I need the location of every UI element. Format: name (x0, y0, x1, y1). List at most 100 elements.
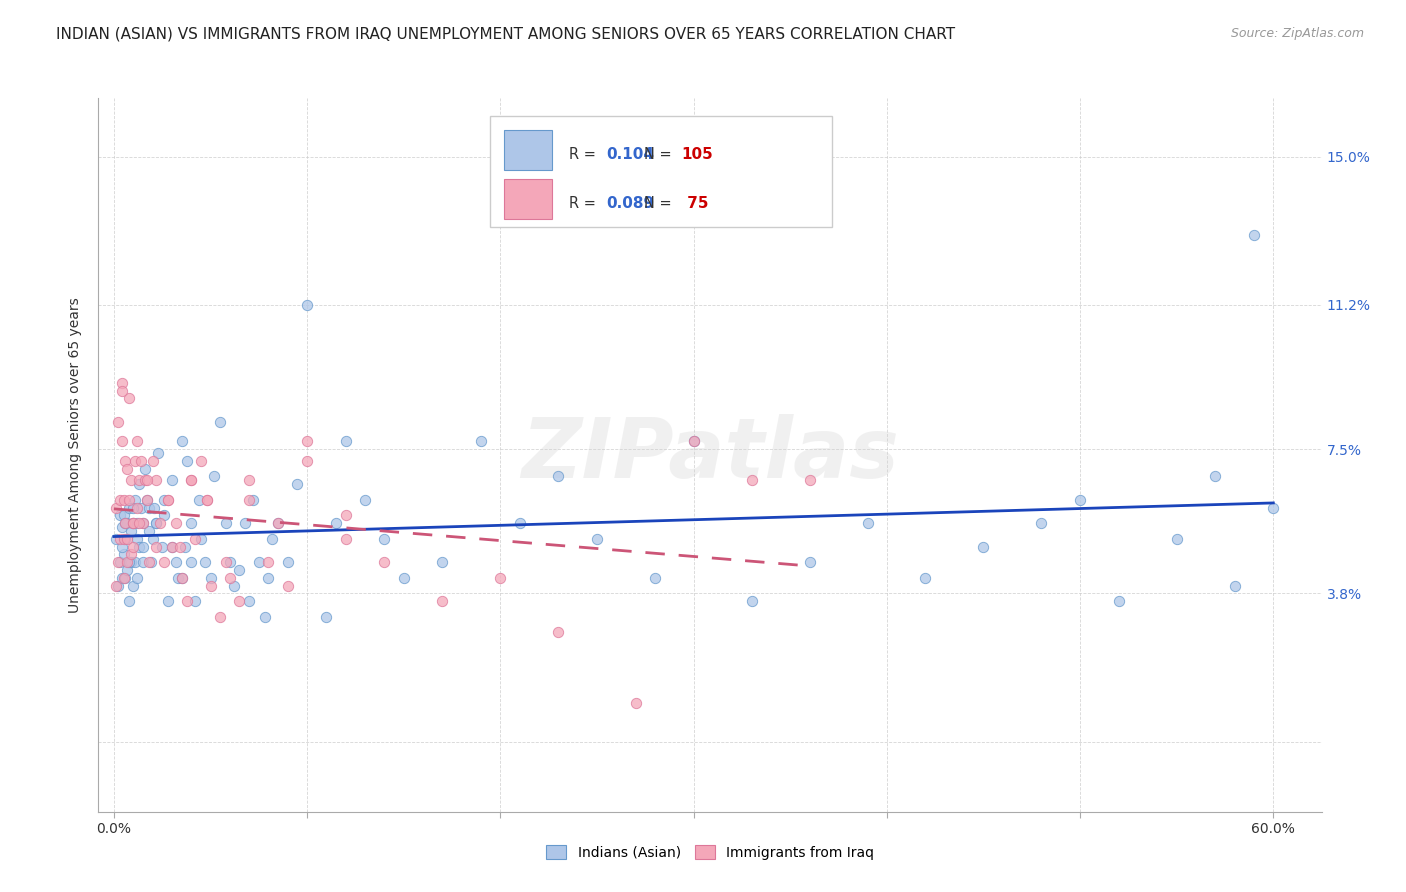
Point (120, 555, 142, 569)
Point (145, 473, 167, 487)
Point (354, 492, 377, 507)
Y-axis label: Unemployment Among Seniors over 65 years: Unemployment Among Seniors over 65 years (69, 297, 83, 613)
Point (682, 434, 704, 449)
Point (195, 492, 218, 507)
Point (156, 492, 179, 507)
Point (129, 454, 152, 468)
Point (238, 473, 260, 487)
Point (170, 434, 193, 449)
Point (233, 516, 256, 531)
Point (267, 516, 290, 531)
Point (132, 516, 155, 531)
Text: N =: N = (644, 147, 676, 162)
Point (165, 555, 187, 569)
Point (489, 571, 512, 585)
Point (129, 500, 152, 515)
Point (267, 516, 290, 531)
Point (114, 571, 136, 585)
Point (128, 540, 150, 554)
Point (112, 532, 135, 546)
Point (145, 516, 167, 531)
Point (125, 500, 148, 515)
Point (125, 571, 148, 585)
Point (141, 454, 163, 468)
Point (132, 516, 155, 531)
Point (180, 555, 202, 569)
Point (200, 571, 222, 585)
Point (1204, 469, 1226, 483)
Point (117, 563, 139, 577)
Point (586, 532, 609, 546)
Point (174, 540, 197, 554)
Point (124, 555, 146, 569)
Point (262, 532, 284, 546)
Point (200, 578, 222, 592)
Point (138, 555, 160, 569)
Point (432, 594, 454, 608)
Point (180, 516, 202, 531)
Text: 0.089: 0.089 (606, 196, 654, 211)
Point (972, 540, 994, 554)
Point (104, 500, 127, 515)
Point (153, 492, 176, 507)
Point (122, 516, 145, 531)
Point (257, 555, 280, 569)
Point (509, 516, 531, 531)
Point (149, 516, 172, 531)
Point (228, 563, 250, 577)
Point (180, 473, 202, 487)
Point (257, 571, 280, 585)
Point (176, 454, 198, 468)
Point (624, 696, 647, 710)
Point (153, 508, 176, 523)
Point (143, 500, 166, 515)
Point (432, 555, 454, 569)
Text: INDIAN (ASIAN) VS IMMIGRANTS FROM IRAQ UNEMPLOYMENT AMONG SENIORS OVER 65 YEARS : INDIAN (ASIAN) VS IMMIGRANTS FROM IRAQ U… (56, 27, 955, 42)
Point (222, 578, 245, 592)
Point (335, 508, 357, 523)
Point (335, 532, 357, 546)
Point (856, 516, 879, 531)
Point (682, 434, 704, 449)
Point (108, 532, 131, 546)
Point (176, 594, 198, 608)
Point (118, 594, 141, 608)
Point (114, 454, 136, 468)
Point (110, 571, 132, 585)
Point (184, 532, 207, 546)
Point (209, 415, 232, 429)
Point (145, 516, 167, 531)
Point (799, 555, 821, 569)
Point (138, 524, 160, 538)
Point (118, 555, 141, 569)
Text: 0.104: 0.104 (606, 147, 654, 162)
Point (187, 492, 209, 507)
Point (215, 516, 238, 531)
Point (122, 540, 145, 554)
Point (184, 594, 207, 608)
Point (135, 492, 157, 507)
Point (145, 540, 167, 554)
Point (218, 555, 240, 569)
Point (741, 594, 763, 608)
Point (104, 532, 127, 546)
Point (118, 392, 141, 406)
Legend: Indians (Asian), Immigrants from Iraq: Indians (Asian), Immigrants from Iraq (540, 839, 880, 865)
Point (547, 469, 569, 483)
Point (169, 540, 191, 554)
Point (135, 492, 157, 507)
Point (914, 571, 936, 585)
Point (373, 532, 395, 546)
Point (132, 540, 155, 554)
Point (295, 298, 318, 312)
Point (117, 555, 139, 569)
Point (153, 555, 176, 569)
Point (277, 555, 299, 569)
Point (138, 500, 160, 515)
Point (295, 434, 318, 449)
Point (125, 516, 148, 531)
Point (253, 609, 276, 624)
Point (125, 532, 148, 546)
Point (156, 594, 179, 608)
Point (547, 625, 569, 640)
